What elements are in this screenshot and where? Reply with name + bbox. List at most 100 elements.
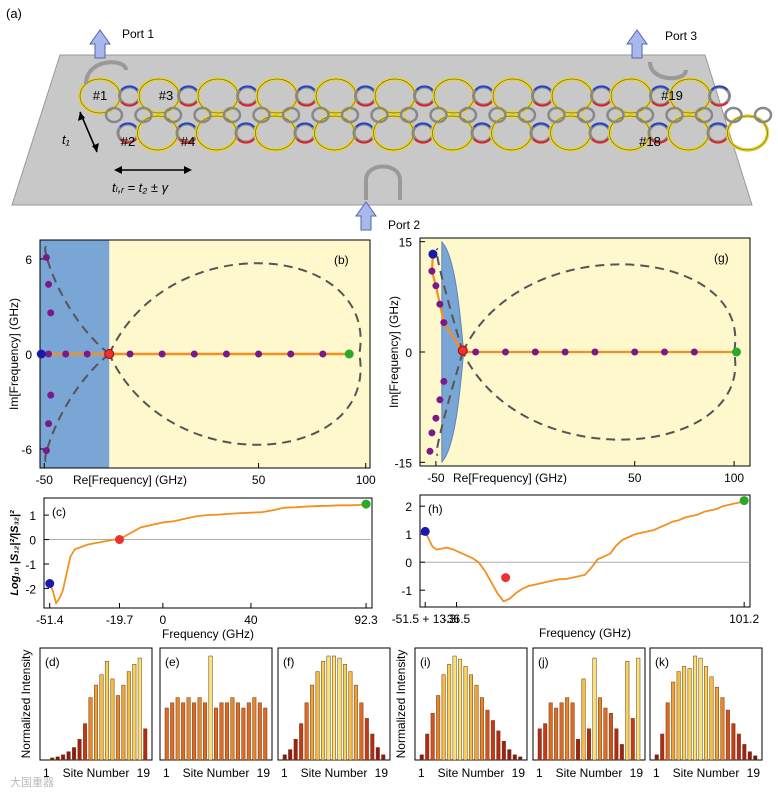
intensity-bar — [543, 723, 548, 761]
intensity-bar — [736, 733, 741, 761]
x-axis-end: 19 — [257, 766, 271, 780]
intensity-bar — [181, 702, 186, 761]
intensity-bar — [143, 728, 148, 761]
x-axis-label: Site Number — [301, 766, 368, 780]
intensity-bar — [436, 695, 441, 761]
link-ring-blue — [119, 122, 137, 128]
eigenvalue-point — [661, 348, 669, 356]
intensity-bar — [246, 702, 251, 761]
intensity-bar — [693, 655, 698, 761]
coupler-ring — [222, 106, 242, 124]
eigenvalue-point — [631, 348, 639, 356]
intensity-bar — [326, 655, 331, 761]
intensity-bar — [55, 756, 60, 761]
intensity-bar — [479, 697, 484, 761]
intensity-bar — [474, 684, 479, 761]
link-ring-blue — [414, 122, 432, 128]
eigenvalue-point — [42, 253, 50, 261]
x-tick-label: 0 — [160, 613, 167, 627]
intensity-bar — [88, 697, 93, 761]
y-tick-label: 2 — [405, 500, 412, 514]
ring-label: #18 — [639, 134, 661, 149]
link-ring-red — [297, 101, 316, 107]
intensity-bar — [348, 671, 353, 761]
y-tick-label: -15 — [395, 456, 413, 470]
link-ring-red — [709, 138, 727, 144]
panel-label-d: (d) — [45, 655, 60, 669]
intensity-bar — [430, 712, 435, 761]
eigenvalue-point — [45, 420, 53, 428]
x-axis-label: Site Number — [63, 766, 130, 780]
coupler-ring — [576, 106, 596, 124]
port2-arrow — [355, 201, 377, 231]
y-axis-label: Log₁₀ |S₁₂|²/|S₃₂|² — [9, 510, 21, 596]
y-tick-label: 0 — [25, 348, 32, 362]
coupler-ring — [458, 106, 478, 124]
link-ring-red — [651, 101, 670, 107]
intensity-bar — [126, 671, 131, 761]
intensity-bar — [714, 686, 719, 761]
intensity-bar — [597, 697, 602, 761]
intensity-bar — [731, 723, 736, 761]
bar-panel-k: (k) 1 Site Number 19 — [649, 647, 763, 780]
coupler-ring — [547, 106, 566, 124]
intensity-bar — [592, 657, 597, 761]
y-tick-label: -2 — [25, 582, 36, 596]
plot-frame — [419, 494, 751, 608]
intensity-bar — [61, 754, 66, 761]
x-axis-end: 19 — [747, 766, 761, 780]
intensity-bar — [576, 738, 581, 761]
panel-label-k: (k) — [655, 655, 669, 669]
intensity-bar — [342, 664, 347, 761]
coupler-ring — [488, 106, 507, 124]
x-tick-label: -51.5 + 13.3i — [392, 612, 459, 626]
intensity-bar — [197, 697, 202, 761]
ratio-curve — [48, 503, 367, 606]
eigen-panel-b: 6 0 -6 -50 50 100 (b) Re[Frequency] (GHz) Im[Fre… — [7, 239, 376, 487]
watermark: 大国重器 — [10, 775, 54, 789]
dashed-loop — [44, 246, 110, 355]
y-tick-label: 0 — [29, 534, 36, 548]
ratio-marker — [501, 573, 511, 583]
eigenvalue-point — [436, 396, 444, 404]
intensity-bar — [518, 756, 523, 761]
link-ring-blue — [178, 122, 196, 128]
link-ring-blue — [355, 122, 373, 128]
intensity-bar — [235, 702, 240, 761]
eigenvalue-point — [83, 350, 91, 358]
ring-label: #1 — [93, 88, 107, 103]
y-axis-label: Normalized Intensity — [19, 650, 33, 759]
x-axis-start: 1 — [653, 766, 660, 780]
intensity-bar — [537, 728, 542, 761]
panel-label-e: (e) — [165, 655, 180, 669]
ring-label: #3 — [159, 88, 173, 103]
intensity-bar — [463, 666, 468, 761]
eigenvalue-point — [45, 280, 53, 288]
y-tick-label: 0 — [405, 346, 412, 360]
intensity-bar — [485, 709, 490, 761]
link-ring-red — [532, 138, 550, 144]
x-tick-label: 100 — [356, 473, 376, 487]
coupler-ring — [134, 106, 153, 124]
eigenvalue-point — [436, 300, 444, 308]
x-tick-label: 40 — [244, 613, 258, 627]
intensity-bar — [252, 697, 257, 761]
link-ring-red — [179, 101, 198, 107]
intensity-bar — [257, 702, 262, 761]
link-ring-blue — [473, 122, 491, 128]
intensity-bar — [512, 754, 517, 761]
intensity-bar — [94, 684, 98, 761]
intensity-bar — [263, 707, 268, 761]
port3-label: Port 3 — [665, 29, 697, 43]
y-tick-label: 1 — [405, 528, 412, 542]
x-tick-label: -36.5 — [443, 612, 471, 626]
panel-label-g: (g) — [714, 251, 729, 265]
blue-point — [36, 349, 46, 359]
red-point — [104, 349, 115, 359]
intensity-bar — [687, 668, 692, 761]
intensity-bar — [704, 666, 708, 761]
intensity-bar — [288, 749, 293, 761]
y-tick-label: 0 — [405, 556, 412, 570]
intensity-bar — [660, 733, 665, 761]
intensity-bar — [370, 733, 375, 761]
